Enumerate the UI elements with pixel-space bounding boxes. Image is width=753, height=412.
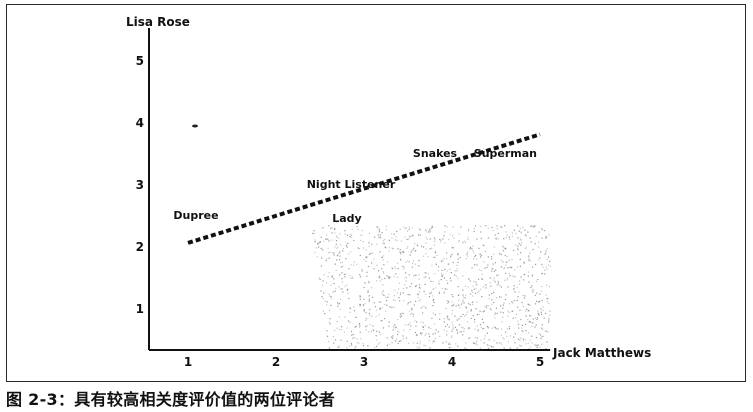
- point-labels: Dupree Night Listener Lady Snakes Superman: [173, 147, 537, 225]
- point-label-snakes: Snakes: [413, 147, 458, 160]
- y-tick-label-5: 5: [136, 54, 144, 68]
- y-tick-label-3: 3: [136, 178, 144, 192]
- figure-frame: [6, 4, 746, 382]
- scatter-chart: Lisa Rose Jack Matthews 1 2 3 4 5 1 2 3 4 5 Dupr…: [126, 15, 651, 369]
- y-tick-label-2: 2: [136, 240, 144, 254]
- point-label-dupree: Dupree: [173, 209, 218, 222]
- x-tick-label-4: 4: [448, 355, 456, 369]
- point-label-superman: Superman: [474, 147, 537, 160]
- x-tick-label-2: 2: [272, 355, 280, 369]
- trend-line: [187, 132, 541, 245]
- x-tick-labels: 1 2 3 4 5: [184, 355, 544, 369]
- y-tick-label-1: 1: [136, 302, 144, 316]
- y-tick-label-4: 4: [136, 116, 144, 130]
- scan-speckle: [312, 225, 552, 352]
- y-tick-labels: 1 2 3 4 5: [136, 54, 144, 316]
- point-label-lady: Lady: [332, 212, 361, 225]
- y-axis-label: Lisa Rose: [126, 15, 190, 29]
- figure-caption: 图 2-3：具有较高相关度评价值的两位评论者: [6, 390, 336, 409]
- x-tick-label-1: 1: [184, 355, 192, 369]
- x-tick-label-5: 5: [536, 355, 544, 369]
- x-tick-label-3: 3: [360, 355, 368, 369]
- x-axis-label: Jack Matthews: [552, 346, 651, 360]
- scan-dot: [192, 124, 198, 128]
- point-label-night-listener: Night Listener: [307, 178, 396, 191]
